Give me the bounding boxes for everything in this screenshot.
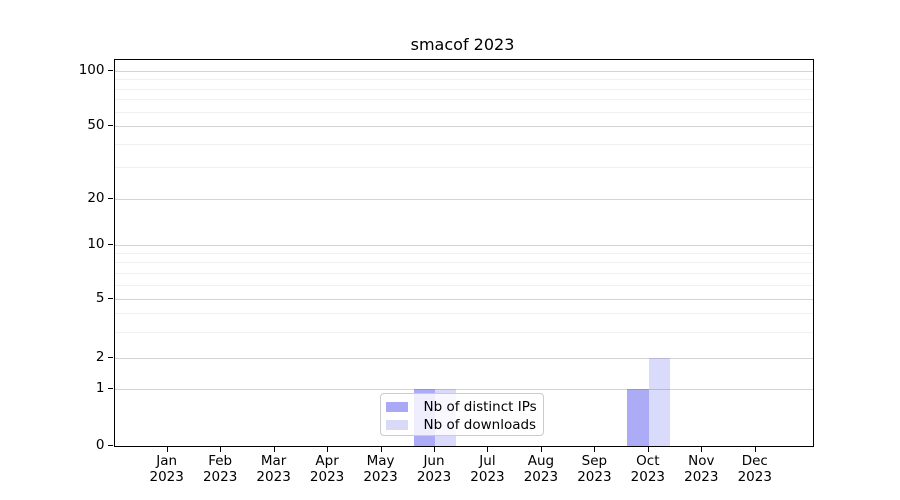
x-tick-mark xyxy=(487,447,489,452)
legend-swatch xyxy=(385,402,408,412)
x-tick-label-year: 2023 xyxy=(149,469,184,485)
x-tick-label-year: 2023 xyxy=(577,469,612,485)
x-tick-label-year: 2023 xyxy=(737,469,772,485)
y-tick-label: 10 xyxy=(87,236,105,252)
y-major-gridline xyxy=(114,299,813,300)
y-tick-label: 20 xyxy=(87,190,105,206)
x-tick-label-year: 2023 xyxy=(523,469,559,485)
x-tick-label-month: Oct xyxy=(636,453,660,469)
y-tick-mark xyxy=(107,444,113,446)
y-minor-gridline xyxy=(114,284,813,286)
x-tick-mark xyxy=(327,447,329,452)
y-major-gridline xyxy=(114,71,813,72)
y-tick-label: 100 xyxy=(78,62,105,78)
y-tick-label: 0 xyxy=(95,436,105,453)
x-tick-mark xyxy=(754,447,756,452)
y-minor-gridline xyxy=(114,272,813,274)
y-major-gridline xyxy=(114,199,813,200)
legend-swatch xyxy=(385,420,408,430)
y-tick-mark xyxy=(107,244,113,245)
x-tick-mark xyxy=(273,447,275,452)
x-tick-mark xyxy=(220,447,222,452)
x-tick-label-year: 2023 xyxy=(309,469,345,485)
x-tick-label-year: 2023 xyxy=(416,469,452,485)
x-tick-label-year: 2023 xyxy=(684,469,719,485)
x-tick-label-year: 2023 xyxy=(630,469,665,485)
x-tick-mark xyxy=(434,447,435,452)
x-tick-label-month: Jul xyxy=(479,453,496,469)
x-tick-label-month: Jan xyxy=(156,453,178,469)
x-tick-label-month: Aug xyxy=(527,453,555,469)
y-minor-gridline xyxy=(114,313,813,315)
y-tick-mark xyxy=(107,357,113,358)
x-tick-label-month: Jun xyxy=(423,453,445,469)
bar-distinct-ips xyxy=(627,389,649,446)
y-tick-label: 5 xyxy=(95,290,105,306)
y-tick-mark xyxy=(107,125,113,126)
y-major-gridline xyxy=(114,245,813,246)
y-tick-mark xyxy=(107,388,113,389)
bar-downloads xyxy=(648,358,671,446)
x-tick-label-month: Nov xyxy=(688,453,715,469)
legend-row: Nb of downloads xyxy=(385,416,537,434)
legend-label: Nb of downloads xyxy=(423,416,537,433)
x-tick-label-month: Mar xyxy=(260,453,287,469)
y-minor-gridline xyxy=(114,262,813,264)
y-minor-gridline xyxy=(114,79,813,81)
y-minor-gridline xyxy=(114,111,813,113)
x-tick-label-month: Apr xyxy=(315,453,339,469)
x-tick-mark xyxy=(540,447,542,452)
x-tick-mark xyxy=(594,447,596,452)
x-tick-label-month: May xyxy=(366,453,395,469)
x-tick-label-year: 2023 xyxy=(256,469,291,485)
y-major-gridline xyxy=(114,358,813,359)
y-minor-gridline xyxy=(114,166,813,168)
plot-area: Nb of distinct IPs Nb of downloads xyxy=(113,59,814,447)
y-tick-mark xyxy=(107,198,113,199)
x-tick-label-year: 2023 xyxy=(202,469,238,485)
y-tick-label: 2 xyxy=(95,349,105,365)
y-major-gridline xyxy=(114,389,813,390)
legend-label: Nb of distinct IPs xyxy=(423,398,537,415)
x-tick-label-month: Sep xyxy=(581,453,608,469)
y-minor-gridline xyxy=(114,253,813,255)
x-tick-label-month: Dec xyxy=(741,453,768,469)
x-tick-label-month: Feb xyxy=(208,453,233,469)
x-tick-label-year: 2023 xyxy=(470,469,505,485)
y-minor-gridline xyxy=(114,99,813,101)
y-minor-gridline xyxy=(114,88,813,90)
y-minor-gridline xyxy=(114,143,813,145)
y-tick-mark xyxy=(107,298,113,299)
y-tick-label: 1 xyxy=(95,380,105,396)
x-tick-label-year: 2023 xyxy=(363,469,398,485)
x-tick-mark xyxy=(701,447,703,452)
x-tick-mark xyxy=(647,447,649,452)
x-tick-mark xyxy=(380,447,382,452)
x-tick-mark xyxy=(166,447,168,452)
legend: Nb of distinct IPs Nb of downloads xyxy=(379,393,544,436)
y-major-gridline xyxy=(114,126,813,127)
y-tick-mark xyxy=(107,70,113,71)
chart-title: smacof 2023 xyxy=(410,35,515,54)
y-minor-gridline xyxy=(114,331,813,333)
legend-row: Nb of distinct IPs xyxy=(385,398,537,416)
y-tick-label: 50 xyxy=(87,117,105,133)
